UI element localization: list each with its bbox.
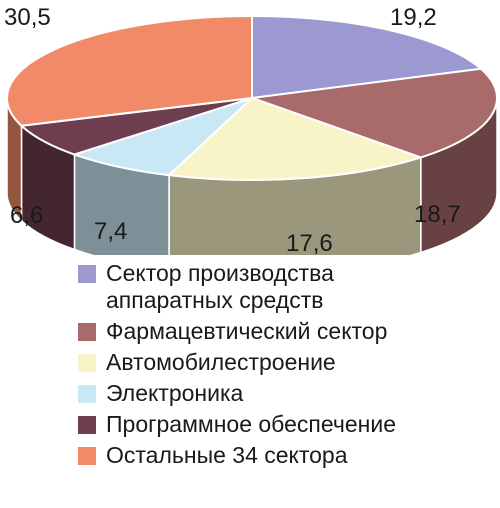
pie-slice [6,14,253,127]
legend-item: Остальные 34 сектора [78,442,498,469]
legend-swatch [78,265,96,283]
legend-item: Сектор производства аппаратных средств [78,260,498,314]
pie-chart: 19,2 18,7 17,6 7,4 6,6 30,5 [4,4,498,276]
legend-swatch [78,354,96,372]
legend-swatch [78,447,96,465]
legend-label: Фармацевтический сектор [106,318,388,344]
legend-label: Программное обеспечение [106,411,396,437]
legend-label: Остальные 34 сектора [106,442,348,468]
legend-item: Программное обеспечение [78,411,498,438]
value-label: 18,7 [414,201,461,228]
legend-item: Фармацевтический сектор [78,318,498,345]
legend-label: Автомобилестроение [106,349,336,375]
legend-item: Электроника [78,380,498,407]
value-label: 30,5 [4,4,51,31]
pie-slice [251,14,484,100]
legend-item: Автомобилестроение [78,349,498,376]
value-label: 19,2 [390,4,437,31]
value-label: 17,6 [286,230,333,257]
legend-label: Сектор производства аппаратных средств [106,260,334,313]
pie-slice [251,67,498,159]
pie-sides [6,97,498,276]
pie-tops [6,14,498,181]
legend-swatch [78,385,96,403]
legend: Сектор производства аппаратных средств Фа… [78,260,498,473]
value-label: 6,6 [10,202,44,229]
legend-swatch [78,416,96,434]
pie-slice [166,96,424,181]
value-label: 7,4 [94,218,128,245]
legend-label: Электроника [106,380,244,406]
pie-chart-svg [6,14,498,276]
legend-swatch [78,323,96,341]
